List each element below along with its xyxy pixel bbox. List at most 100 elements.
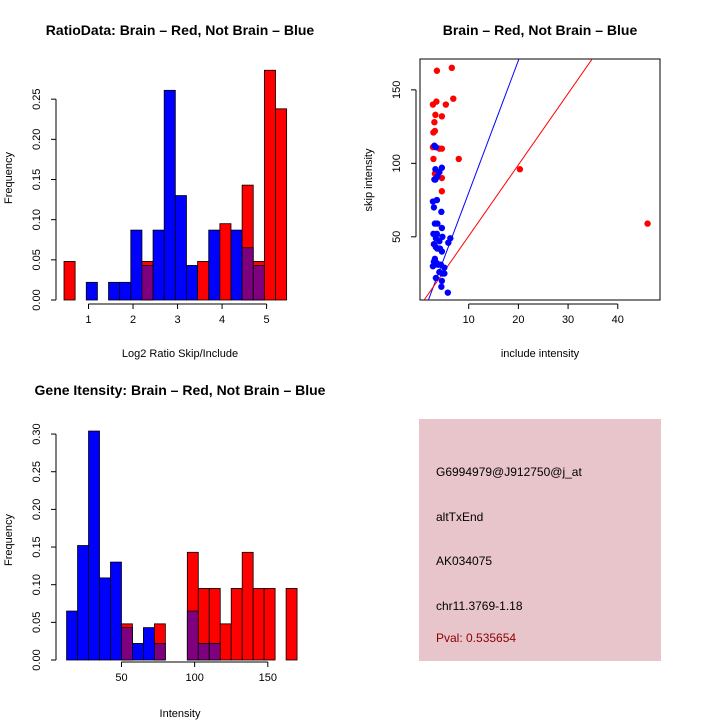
- scatter-point-not-brain: [439, 270, 446, 277]
- intensity-y-tick-label: 0.25: [31, 461, 43, 482]
- ratio-y-tick-label: 0.10: [31, 209, 43, 230]
- intensity-bar-overlap: [186, 610, 199, 661]
- scatter-point-not-brain: [430, 204, 438, 211]
- scatter-point-brain: [438, 145, 446, 152]
- intensity-bar-not-brain: [132, 643, 144, 661]
- intensity-bar-not-brain: [99, 577, 111, 661]
- scatter-point-brain: [644, 220, 651, 227]
- ratio-bar-not-brain: [163, 89, 176, 301]
- ratio-bar-overlap: [241, 247, 254, 301]
- intensity-histogram-panel: Gene Itensity: Brain – Red, Not Brain – …: [3, 382, 326, 720]
- intensity-bar-overlap: [197, 643, 210, 661]
- ratio-x-tick-label: 4: [219, 314, 225, 326]
- ratio-bar-not-brain: [85, 281, 98, 301]
- ratio-bar-not-brain: [230, 229, 243, 301]
- ratio-x-tick-label: 1: [85, 314, 91, 326]
- scatter-point-not-brain: [433, 260, 441, 267]
- scatter-x-tick-label: 30: [562, 314, 574, 326]
- scatter-point-brain: [450, 95, 457, 102]
- scatter-point-brain: [431, 118, 438, 126]
- scatter-point-not-brain: [438, 277, 446, 285]
- intensity-bar-brain: [230, 588, 243, 661]
- intensity-bar-brain: [252, 588, 265, 661]
- intensity-bar-brain: [263, 588, 276, 661]
- ratio-histogram-axes: 1 2 3 4 5 0.00 0.05 0.10 0.15 0.20 0.25: [31, 88, 270, 326]
- ratio-bar-brain: [275, 108, 288, 301]
- ratio-histogram-panel: RatioData: Brain – Red, Not Brain – Blue…: [3, 22, 314, 360]
- ratio-bar-overlap: [252, 265, 265, 301]
- scatter-point-brain: [442, 101, 450, 108]
- intensity-bar-overlap: [153, 643, 166, 661]
- intensity-bar-not-brain: [143, 627, 155, 661]
- intensity-bar-brain: [285, 588, 298, 661]
- scatter-point-brain: [430, 129, 437, 136]
- scatter-point-brain: [432, 111, 439, 119]
- pval-text: Pval: 0.535654: [436, 631, 516, 645]
- intensity-bar-not-brain: [66, 610, 78, 661]
- scatter-point-brain: [438, 188, 446, 195]
- ratio-bar-not-brain: [119, 281, 132, 301]
- scatter-x-tick-label: 20: [512, 314, 524, 326]
- ratio-bar-brain: [63, 261, 76, 301]
- intensity-y-tick-label: 0.00: [31, 649, 43, 670]
- scatter-point-brain: [433, 67, 441, 74]
- scatter-point-not-brain: [441, 264, 448, 271]
- ratio-x-tick-label: 3: [174, 314, 180, 326]
- scatter-points: [429, 64, 651, 296]
- scatter-point-not-brain: [438, 283, 445, 290]
- scatter-point-not-brain: [434, 173, 441, 180]
- intensity-x-tick-label: 150: [259, 672, 277, 684]
- scatter-xlabel: include intensity: [501, 348, 580, 360]
- info-panel-background: [419, 419, 661, 661]
- scatter-point-not-brain: [438, 164, 446, 171]
- ratio-bar-not-brain: [130, 229, 143, 301]
- scatter-title: Brain – Red, Not Brain – Blue: [443, 22, 638, 38]
- ratio-histogram-title: RatioData: Brain – Red, Not Brain – Blue: [46, 22, 315, 38]
- ratio-y-tick-label: 0.00: [31, 289, 43, 310]
- intensity-y-tick-label: 0.15: [31, 536, 43, 557]
- ratio-y-tick-label: 0.05: [31, 249, 43, 270]
- ratio-bar-not-brain: [186, 265, 198, 301]
- intensity-bar-not-brain: [110, 561, 122, 661]
- ratio-y-tick-label: 0.15: [31, 169, 43, 190]
- location-text: chr11.3769-1.18: [436, 599, 523, 613]
- scatter-x-tick-label: 10: [463, 314, 475, 326]
- intensity-bar-brain: [219, 623, 232, 661]
- ratio-x-tick-label: 2: [130, 314, 136, 326]
- ratio-bar-brain: [263, 69, 276, 301]
- scatter-point-not-brain: [433, 196, 441, 204]
- scatter-point-brain: [430, 155, 437, 163]
- intensity-y-tick-label: 0.10: [31, 574, 43, 595]
- scatter-point-not-brain: [438, 208, 445, 216]
- scatter-point-brain: [433, 98, 440, 105]
- scatter-point-not-brain: [432, 143, 440, 151]
- ratio-histogram-ylabel: Frequency: [3, 152, 15, 204]
- intensity-bar-overlap: [208, 643, 221, 661]
- ratio-bar-brain: [219, 223, 232, 301]
- ratio-bar-not-brain: [108, 281, 121, 301]
- scatter-point-brain: [516, 166, 524, 173]
- scatter-point-not-brain: [444, 289, 452, 296]
- ratio-x-tick-label: 5: [264, 314, 270, 326]
- scatter-y-tick-label: 150: [391, 81, 403, 99]
- intensity-scatter-panel: Brain – Red, Not Brain – Blue 10 20 30 40 50…: [363, 22, 661, 360]
- scatter-fit-line-not-brain: [427, 59, 520, 300]
- accession-text: AK034075: [436, 554, 492, 568]
- intensity-histogram-axes: 50 100 150 0.00 0.05 0.10 0.15 0.20 0.25 0.30: [31, 423, 277, 684]
- event-type-text: altTxEnd: [436, 510, 483, 524]
- scatter-x-tick-label: 40: [612, 314, 624, 326]
- scatter-fit-line-brain: [423, 59, 593, 300]
- scatter-point-not-brain: [438, 248, 446, 255]
- intensity-y-tick-label: 0.30: [31, 423, 43, 444]
- intensity-y-tick-label: 0.05: [31, 612, 43, 633]
- intensity-histogram-ylabel: Frequency: [3, 514, 15, 566]
- scatter-point-brain: [438, 113, 446, 120]
- ratio-y-tick-label: 0.25: [31, 88, 43, 109]
- intensity-histogram-bars: [66, 430, 298, 661]
- scatter-point-brain: [455, 155, 462, 163]
- intensity-x-tick-label: 100: [185, 672, 203, 684]
- ratio-bar-brain: [197, 261, 210, 301]
- probe-info-panel: G6994979@J912750@j_at altTxEnd AK034075 …: [419, 419, 661, 661]
- scatter-ylabel: skip intensity: [363, 148, 375, 211]
